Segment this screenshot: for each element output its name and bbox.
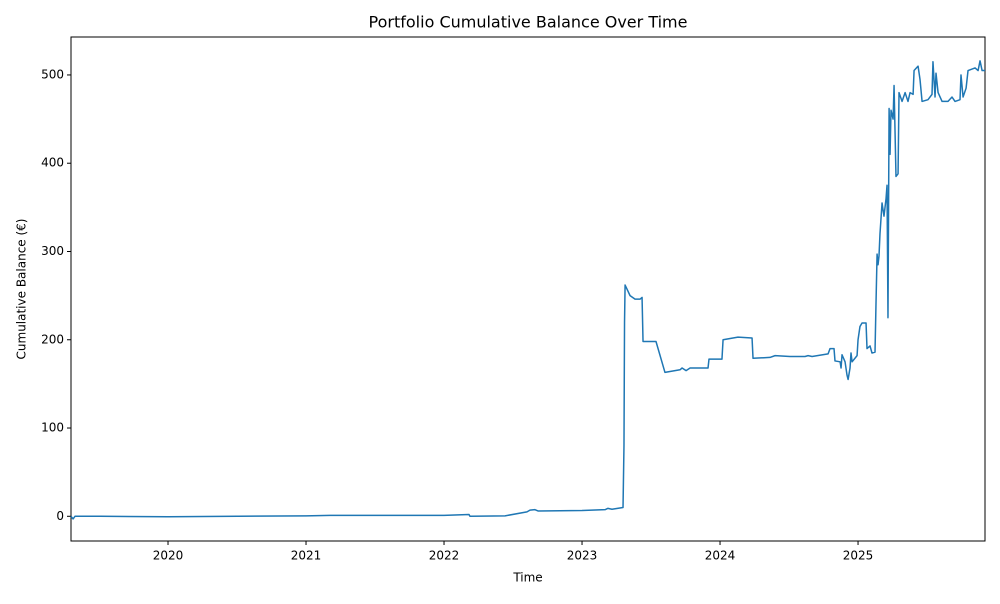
x-tick-label: 2022 bbox=[429, 549, 460, 563]
x-tick-label: 2021 bbox=[291, 549, 322, 563]
chart-title: Portfolio Cumulative Balance Over Time bbox=[369, 13, 688, 32]
x-tick-label: 2025 bbox=[843, 549, 874, 563]
y-axis-label: Cumulative Balance (€) bbox=[15, 219, 29, 360]
x-tick-label: 2020 bbox=[153, 549, 184, 563]
y-tick-label: 100 bbox=[41, 421, 64, 435]
x-tick-label: 2023 bbox=[567, 549, 598, 563]
y-tick-label: 0 bbox=[56, 509, 64, 523]
y-tick-label: 300 bbox=[41, 244, 64, 258]
x-axis-label: Time bbox=[512, 571, 542, 585]
y-tick-label: 500 bbox=[41, 67, 64, 81]
data-line bbox=[70, 60, 985, 520]
y-tick-label: 400 bbox=[41, 156, 64, 170]
x-tick-label: 2024 bbox=[705, 549, 736, 563]
plot-frame bbox=[70, 36, 986, 542]
y-tick-label: 200 bbox=[41, 332, 64, 346]
